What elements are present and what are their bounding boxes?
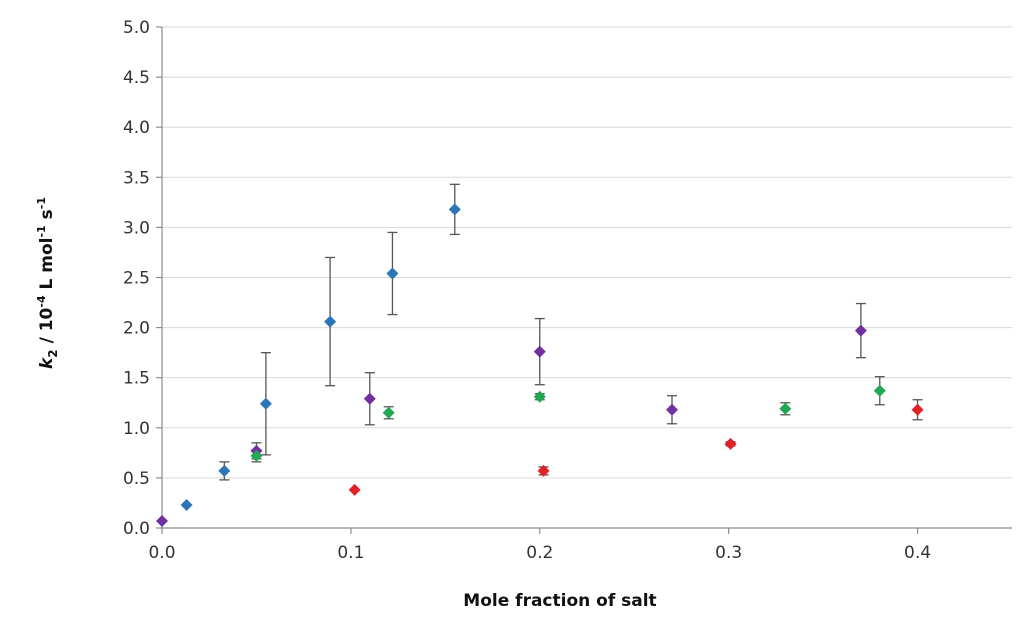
data-point bbox=[533, 390, 546, 403]
y-tick-labels: 0.0 0.5 1.0 1.5 2.0 2.5 3.0 3.5 4.0 4.5 5.0 bbox=[123, 18, 150, 539]
axes bbox=[156, 26, 1012, 534]
y-tick-label: 4.0 bbox=[123, 118, 150, 138]
y-tick-label: 3.0 bbox=[123, 218, 150, 238]
x-tick-label: 0.4 bbox=[904, 543, 931, 563]
data-markers bbox=[156, 203, 924, 527]
y-tick-label: 2.0 bbox=[123, 319, 150, 339]
data-point bbox=[537, 464, 550, 477]
data-point bbox=[218, 464, 231, 477]
y-axis-title-exp3: -1 bbox=[35, 197, 48, 209]
data-point bbox=[533, 345, 546, 358]
y-axis-title-subscript: 2 bbox=[46, 349, 60, 357]
data-point bbox=[250, 449, 263, 462]
y-axis-title-mid2: s bbox=[37, 209, 57, 225]
data-point bbox=[666, 403, 678, 416]
x-axis-title: Mole fraction of salt bbox=[463, 591, 656, 611]
data-point bbox=[779, 402, 792, 415]
data-point bbox=[386, 267, 399, 280]
y-axis-title: k2 / 10-4 L mol-1 s-1 bbox=[35, 197, 60, 369]
error-bars bbox=[219, 183, 923, 481]
data-point bbox=[873, 384, 886, 397]
y-tick-label: 1.5 bbox=[123, 369, 150, 389]
data-point bbox=[156, 514, 168, 527]
data-point bbox=[448, 203, 461, 216]
y-tick-label: 1.0 bbox=[123, 419, 150, 439]
data-point bbox=[180, 498, 193, 511]
x-tick-label: 0.0 bbox=[148, 543, 175, 563]
data-point bbox=[854, 324, 867, 337]
y-tick-label: 4.5 bbox=[123, 68, 150, 88]
y-tick-label: 0.5 bbox=[123, 469, 150, 489]
data-point bbox=[324, 315, 337, 328]
y-axis-title-prefix: / 10 bbox=[37, 307, 57, 349]
y-tick-label: 3.5 bbox=[123, 168, 150, 188]
y-axis-title-mid: L mol bbox=[37, 238, 57, 296]
y-tick-label: 5.0 bbox=[123, 18, 150, 38]
x-tick-labels: 0.0 0.1 0.2 0.3 0.4 bbox=[148, 543, 931, 563]
x-tick-label: 0.2 bbox=[526, 543, 553, 563]
y-axis-title-symbol: k bbox=[37, 356, 57, 369]
data-point bbox=[259, 397, 272, 410]
data-point bbox=[363, 392, 376, 405]
grid-lines bbox=[162, 26, 1012, 479]
y-tick-label: 0.0 bbox=[123, 519, 150, 539]
y-axis-title-exp1: -4 bbox=[35, 295, 48, 308]
data-point bbox=[911, 403, 924, 416]
y-axis-title-exp2: -1 bbox=[35, 225, 48, 237]
y-tick-label: 2.5 bbox=[123, 269, 150, 289]
data-point bbox=[724, 437, 737, 450]
x-tick-label: 0.1 bbox=[337, 543, 364, 563]
data-point bbox=[348, 483, 361, 496]
x-tick-label: 0.3 bbox=[715, 543, 742, 563]
data-point bbox=[382, 406, 395, 419]
